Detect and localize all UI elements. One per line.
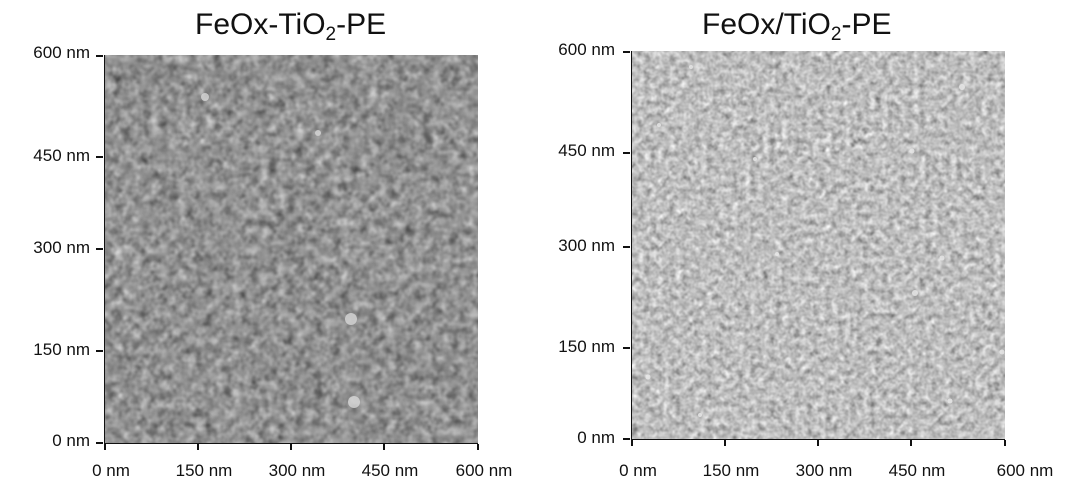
y-tick-mark: [96, 55, 103, 57]
y-tick-mark: [96, 248, 103, 250]
y-tick-label: 600 nm: [558, 40, 615, 59]
afm-image: [631, 51, 1005, 440]
y-tick-mark: [623, 347, 630, 349]
y-tick-label: 450 nm: [33, 146, 90, 165]
x-tick-label: 600 nm: [455, 461, 513, 480]
y-tick-mark: [623, 438, 630, 440]
y-tick-mark: [623, 51, 630, 53]
y-tick-label: 450 nm: [558, 141, 615, 160]
x-tick-label: 0 nm: [92, 461, 130, 480]
x-tick-label: 0 nm: [619, 461, 657, 480]
y-tick-label: 0 nm: [577, 428, 615, 447]
afm-image: [104, 55, 478, 444]
afm-panel-right: FeOx/TiO2-PE: [530, 0, 1065, 483]
panel-title: FeOx-TiO2-PE: [195, 8, 387, 45]
afm-panel-left: FeOx-TiO2-PE: [0, 0, 530, 483]
x-tick-mark: [631, 440, 633, 446]
y-tick-label: 0 nm: [52, 431, 90, 450]
x-tick-mark: [104, 444, 106, 450]
y-tick-mark: [96, 156, 103, 158]
y-tick-label: 300 nm: [558, 236, 615, 255]
x-tick-mark: [910, 440, 912, 446]
y-tick-mark: [623, 152, 630, 154]
x-tick-label: 300 nm: [268, 461, 326, 480]
y-tick-mark: [96, 442, 103, 444]
x-tick-mark: [197, 444, 199, 450]
x-tick-label: 450 nm: [888, 461, 946, 480]
x-tick-mark: [477, 444, 479, 450]
y-tick-label: 300 nm: [33, 238, 90, 257]
y-tick-label: 150 nm: [558, 337, 615, 356]
y-tick-mark: [623, 246, 630, 248]
x-tick-label: 450 nm: [361, 461, 419, 480]
x-tick-label: 600 nm: [996, 461, 1054, 480]
x-tick-label: 150 nm: [175, 461, 233, 480]
x-tick-mark: [290, 444, 292, 450]
y-tick-label: 150 nm: [33, 340, 90, 359]
x-tick-mark: [383, 444, 385, 450]
x-tick-mark: [724, 440, 726, 446]
x-tick-label: 150 nm: [702, 461, 760, 480]
y-tick-label: 600 nm: [33, 43, 90, 62]
x-tick-mark: [817, 440, 819, 446]
x-tick-mark: [1004, 440, 1006, 446]
x-tick-label: 300 nm: [795, 461, 853, 480]
y-tick-mark: [96, 350, 103, 352]
panel-title: FeOx/TiO2-PE: [702, 8, 892, 45]
